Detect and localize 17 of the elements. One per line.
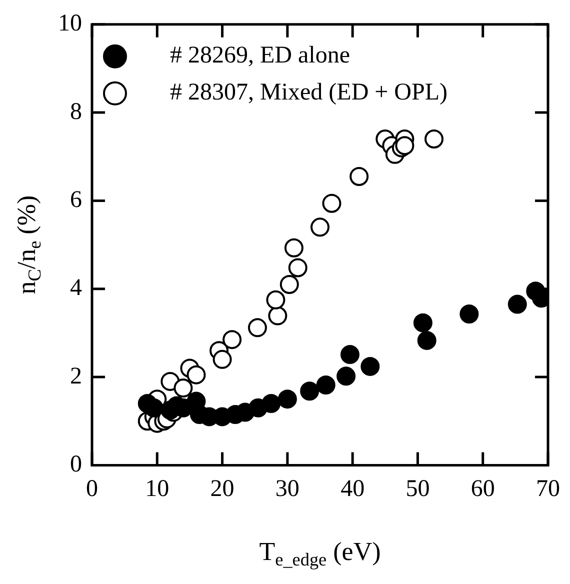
x-tick-label: 10 [145, 476, 170, 502]
x-tick-label: 30 [275, 476, 300, 502]
x-tick-label: 70 [536, 476, 560, 502]
x-tick-label: 50 [406, 476, 430, 502]
x-tick-label: 60 [470, 476, 495, 502]
x-tick-label: 20 [210, 476, 234, 502]
y-tick-label: 10 [58, 10, 82, 37]
y-tick-label: 4 [70, 275, 82, 302]
y-axis-title: nC/ne (%) [12, 195, 45, 294]
x-tick-label: 0 [86, 476, 98, 502]
legend-label: # 28269, ED alone [170, 42, 350, 69]
y-tick-label: 8 [70, 98, 82, 125]
y-tick-label: 6 [70, 187, 82, 214]
y-tick-label: 0 [70, 451, 82, 478]
x-tick-label: 40 [340, 476, 365, 502]
y-tick-label: 2 [70, 363, 82, 390]
legend-label: # 28307, Mixed (ED + OPL) [170, 80, 448, 106]
